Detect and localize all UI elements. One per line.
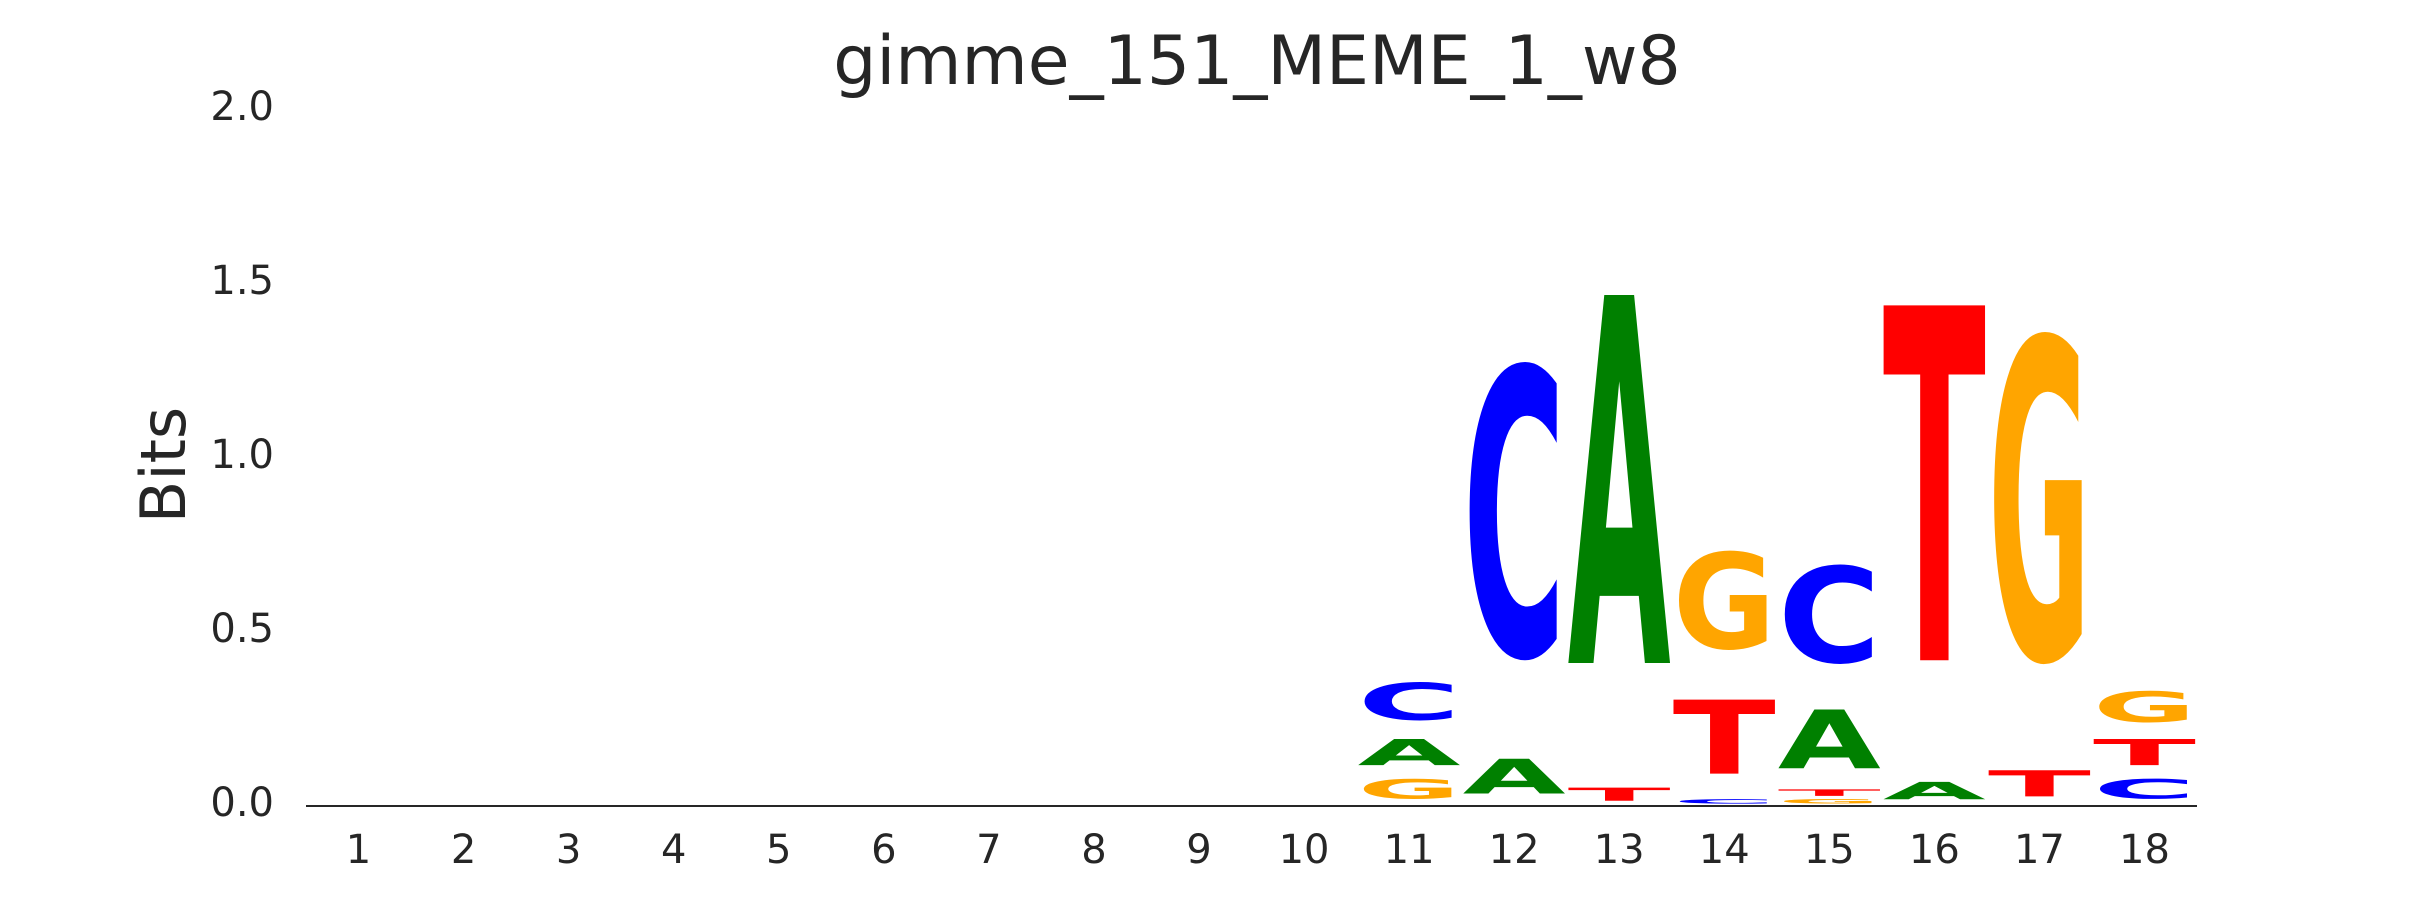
y-tick-label: 0.5 [210, 606, 274, 652]
logo-letter-A: A [1883, 777, 1986, 805]
logo-letter-A: A [1358, 732, 1461, 774]
x-tick-label: 13 [1594, 827, 1645, 873]
logo-letter-G: G [1358, 774, 1461, 805]
chart-title: gimme_151_MEME_1_w8 [833, 22, 1681, 101]
x-tick-label: 12 [1489, 827, 1540, 873]
y-tick-label: 1.0 [210, 432, 274, 478]
logo-letter-T: T [1988, 763, 2091, 805]
logo-letter-T: T [1883, 209, 1987, 776]
logo-letter-T: T [1568, 784, 1671, 805]
x-tick-label: 3 [556, 827, 581, 873]
logo-letter-A: A [1568, 195, 1672, 783]
x-tick-label: 8 [1081, 827, 1106, 873]
logo-letter-G: G [1673, 527, 1776, 679]
logo-letter-T: T [2093, 732, 2196, 774]
logo-letter-T: T [1673, 681, 1776, 799]
x-tick-label: 4 [661, 827, 686, 873]
y-axis-ticks: 0.0 0.5 1.0 1.5 2.0 [210, 84, 274, 826]
logo-letter-C: C [1358, 673, 1461, 732]
x-tick-label: 18 [2119, 827, 2170, 873]
y-tick-label: 0.0 [210, 780, 274, 826]
x-tick-label: 17 [2014, 827, 2065, 873]
x-tick-label: 1 [346, 827, 371, 873]
x-tick-label: 7 [976, 827, 1001, 873]
logo-letter-G: G [2093, 683, 2196, 732]
logo-letter-A: A [1463, 749, 1566, 805]
x-tick-label: 6 [871, 827, 896, 873]
x-tick-label: 9 [1186, 827, 1211, 873]
x-tick-label: 5 [766, 827, 791, 873]
logo-letter-A: A [1778, 693, 1881, 787]
x-axis-ticks: 1 2 3 4 5 6 7 8 9 10 11 12 13 14 15 16 17 18 [346, 827, 2170, 873]
x-tick-label: 11 [1384, 827, 1435, 873]
logo-letter-C: C [1673, 798, 1776, 805]
x-tick-label: 14 [1699, 827, 1750, 873]
x-tick-label: 15 [1804, 827, 1855, 873]
y-tick-label: 2.0 [210, 84, 274, 130]
logo-letter-C: C [2093, 774, 2196, 805]
logo-letter-C: C [1463, 288, 1566, 748]
x-tick-label: 2 [451, 827, 476, 873]
logo-letter-T: T [1778, 788, 1881, 798]
y-tick-label: 1.5 [210, 258, 274, 304]
logo-letter-G: G [1988, 251, 2091, 762]
logo-letter-G: G [1778, 798, 1881, 805]
x-tick-label: 16 [1909, 827, 1960, 873]
logo-letter-C: C [1778, 541, 1881, 694]
y-axis-label: Bits [127, 407, 200, 523]
x-tick-label: 10 [1279, 827, 1330, 873]
